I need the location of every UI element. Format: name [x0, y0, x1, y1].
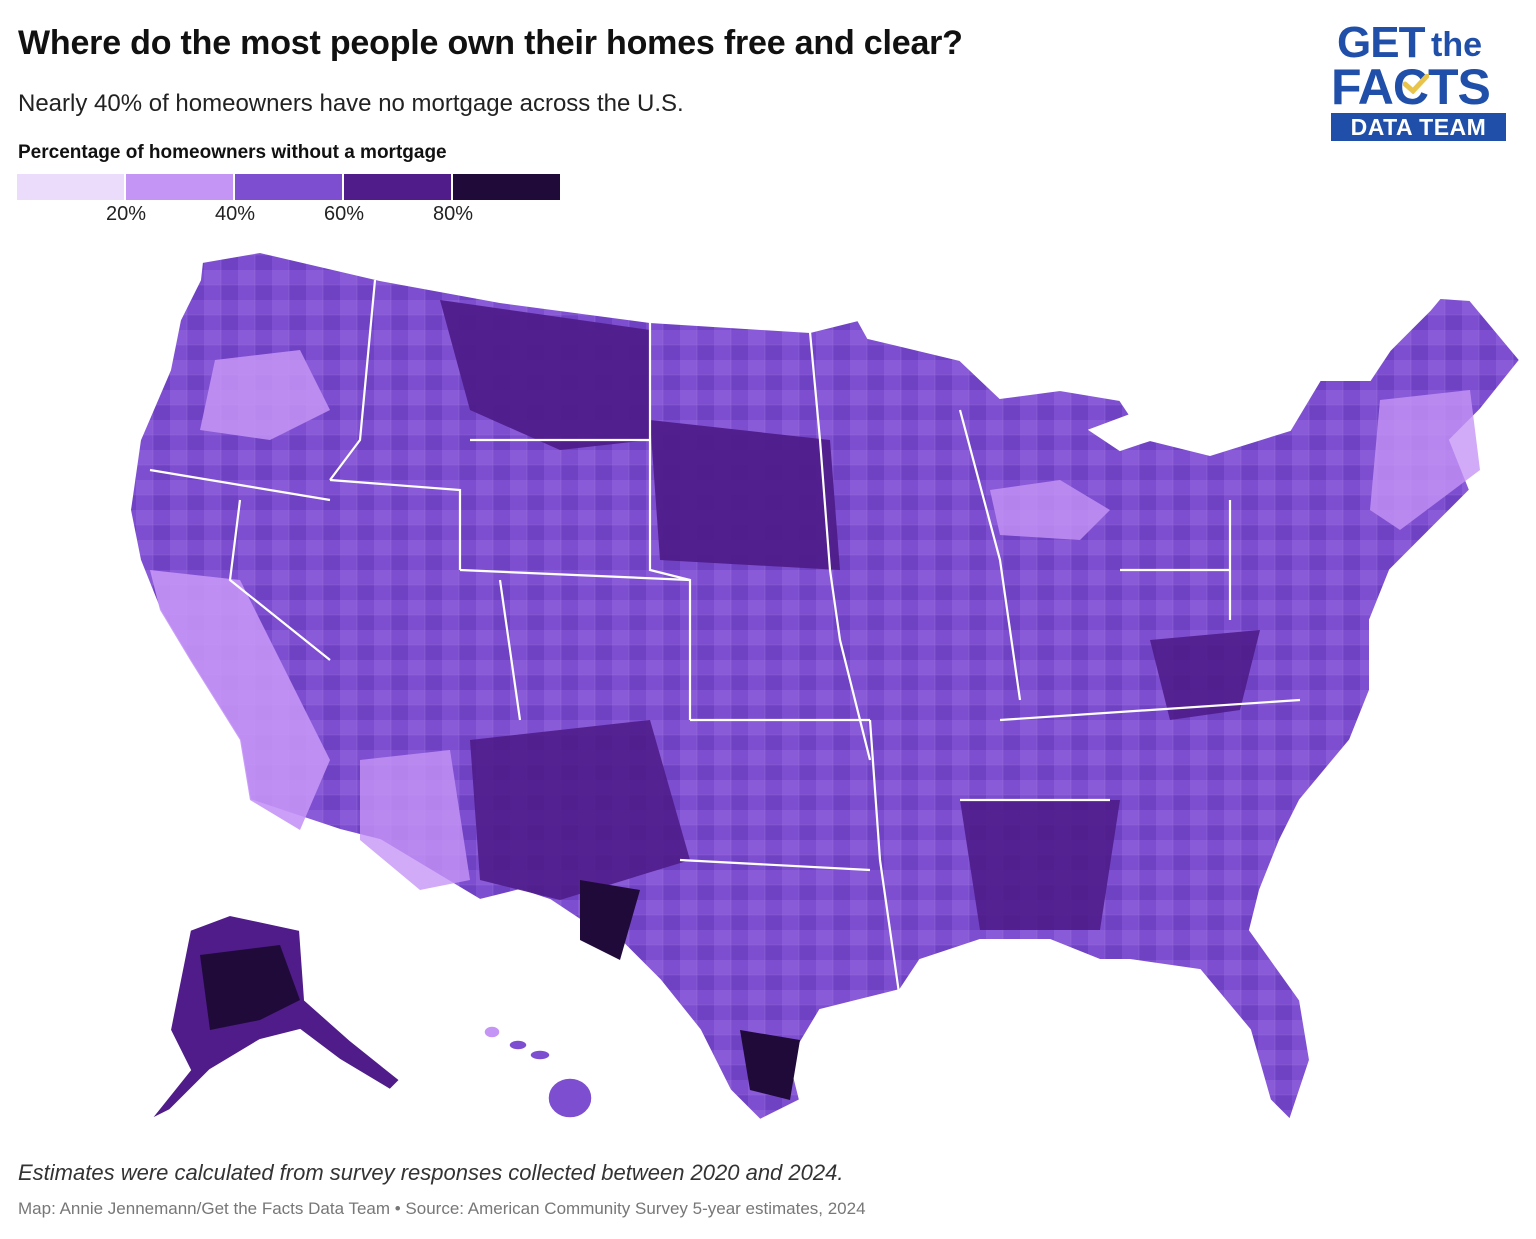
- map-region-dark: [1150, 630, 1260, 720]
- map-region-light: [1370, 390, 1480, 530]
- source-credit: Map: Annie Jennemann/Get the Facts Data …: [18, 1199, 866, 1218]
- legend-color-bar: [17, 174, 562, 200]
- logo-text-the: the: [1431, 26, 1482, 64]
- us-county-map: [128, 250, 1522, 1122]
- map-alaska-core: [200, 945, 300, 1030]
- map-region-dark: [470, 720, 690, 900]
- legend-tick-label: 20%: [105, 203, 147, 225]
- methodology-note: Estimates were calculated from survey re…: [18, 1160, 844, 1185]
- legend-tick-label: 80%: [432, 203, 474, 225]
- brand-logo: GET the FACTS DATA TEAM: [1331, 18, 1506, 143]
- legend-tick-label: 40%: [214, 203, 256, 225]
- map-region-light: [990, 480, 1110, 540]
- state-borders: [149, 279, 1301, 1001]
- legend-ticks: 20% 40% 60% 80%: [0, 203, 600, 229]
- map-hawaii: [483, 1025, 593, 1119]
- map-region-dark: [960, 800, 1120, 930]
- chart-subtitle: Nearly 40% of homeowners have no mortgag…: [18, 90, 684, 117]
- map-conus: [128, 250, 1522, 1122]
- legend-swatch-3: [235, 174, 342, 200]
- legend-swatch-1: [17, 174, 124, 200]
- map-region-light: [360, 750, 470, 890]
- legend-swatch-5: [453, 174, 560, 200]
- legend-swatch-4: [344, 174, 451, 200]
- chart-title: Where do the most people own their homes…: [18, 24, 963, 62]
- logo-text-team: DATA TEAM: [1331, 113, 1506, 141]
- legend-tick-label: 60%: [323, 203, 365, 225]
- choropleth-map: [0, 240, 1536, 1140]
- legend-title: Percentage of homeowners without a mortg…: [18, 142, 447, 163]
- map-region-dark: [440, 300, 650, 450]
- legend-swatch-2: [126, 174, 233, 200]
- map-region-darkest: [740, 1030, 800, 1100]
- checkmark-icon: [1403, 74, 1429, 94]
- logo-text-get: GET: [1337, 18, 1425, 67]
- map-region-dark: [650, 420, 840, 570]
- map-region-darkest: [580, 880, 640, 960]
- map-region-light: [150, 570, 330, 830]
- map-region-light: [200, 350, 330, 440]
